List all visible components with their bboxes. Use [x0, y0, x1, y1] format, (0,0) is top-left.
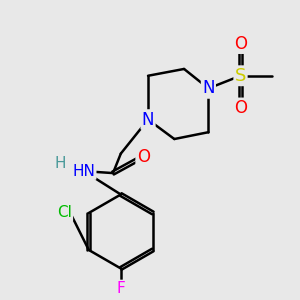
Text: S: S	[235, 67, 246, 85]
Text: O: O	[234, 35, 247, 53]
Text: HN: HN	[72, 164, 95, 178]
Text: O: O	[137, 148, 150, 166]
Text: F: F	[116, 281, 125, 296]
Text: H: H	[55, 156, 66, 171]
Text: N: N	[202, 80, 214, 98]
Text: O: O	[234, 99, 247, 117]
Text: N: N	[142, 111, 154, 129]
Text: Cl: Cl	[57, 206, 72, 220]
